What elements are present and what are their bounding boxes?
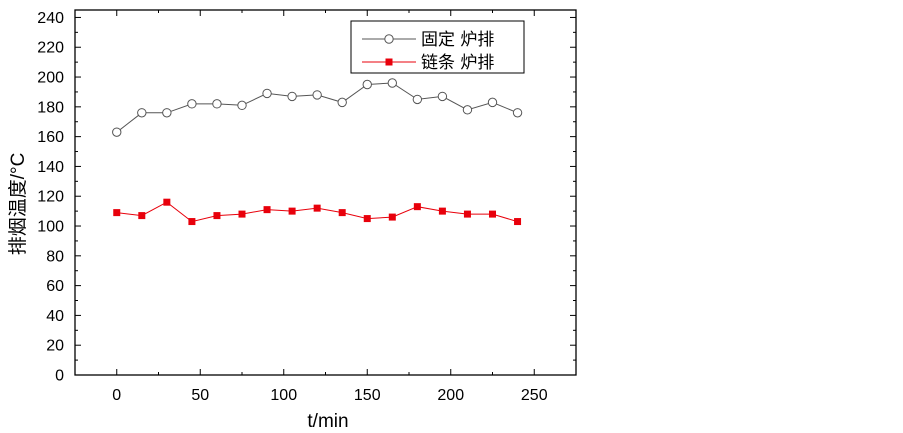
data-point-series-1 xyxy=(412,94,423,105)
y-tick-label: 80 xyxy=(46,248,64,265)
x-axis-title: t/min xyxy=(307,411,348,432)
data-point-series-2 xyxy=(413,203,421,211)
y-tick-label: 160 xyxy=(37,129,64,146)
data-point-series-2 xyxy=(514,218,522,226)
data-point-series-2 xyxy=(388,213,396,221)
y-tick-label: 220 xyxy=(37,40,64,57)
y-axis-title: 排烟温度/°C xyxy=(7,153,29,256)
y-tick-label: 0 xyxy=(55,368,64,385)
legend-marker-series-2 xyxy=(385,58,393,66)
data-point-series-2 xyxy=(188,218,196,226)
x-tick-label: 200 xyxy=(437,387,464,404)
data-point-series-1 xyxy=(262,88,272,99)
legend-marker-series-1 xyxy=(384,34,394,44)
data-point-series-1 xyxy=(112,127,122,137)
y-tick-label: 20 xyxy=(46,338,64,355)
data-point-series-1 xyxy=(337,97,347,108)
data-point-series-1 xyxy=(387,78,397,88)
data-point-series-2 xyxy=(363,215,371,223)
y-tick-label: 60 xyxy=(46,278,64,295)
data-point-series-1 xyxy=(312,90,322,100)
y-tick-label: 120 xyxy=(37,189,64,206)
data-point-series-1 xyxy=(187,99,197,109)
data-point-series-1 xyxy=(212,99,222,109)
legend-label-series-2: 链条 炉排 xyxy=(421,53,494,73)
data-point-series-2 xyxy=(438,207,446,215)
data-point-series-2 xyxy=(489,210,496,218)
data-point-series-1 xyxy=(287,91,297,102)
x-tick-label: 0 xyxy=(112,387,121,404)
y-tick-label: 240 xyxy=(37,10,64,27)
data-point-series-2 xyxy=(263,206,271,214)
y-tick-label: 40 xyxy=(46,308,64,325)
axis-ticks: 0 50 100 150 200 250 0 20 40 60 80 100 120 140 160 180 2… xyxy=(37,10,576,404)
data-point-series-2 xyxy=(463,210,471,218)
data-point-series-2 xyxy=(288,207,296,215)
x-tick-label: 100 xyxy=(270,387,297,404)
data-point-series-1 xyxy=(437,91,448,102)
data-point-series-2 xyxy=(213,212,221,220)
data-point-series-2 xyxy=(313,204,321,212)
data-point-series-1 xyxy=(487,97,498,108)
data-point-series-2 xyxy=(163,198,171,206)
y-tick-label: 200 xyxy=(37,70,64,87)
legend-box xyxy=(350,20,525,74)
y-tick-label: 180 xyxy=(37,99,64,116)
x-tick-label: 150 xyxy=(354,387,381,404)
y-tick-label: 140 xyxy=(37,159,64,176)
data-point-series-2 xyxy=(138,212,146,220)
data-point-series-1 xyxy=(137,108,147,118)
data-point-series-1 xyxy=(512,108,523,118)
data-point-series-1 xyxy=(462,105,473,115)
data-point-series-1 xyxy=(162,108,172,118)
data-point-series-2 xyxy=(338,209,346,217)
legend-label-series-1: 固定 炉排 xyxy=(421,30,494,50)
data-point-series-1 xyxy=(237,100,247,111)
x-tick-label: 250 xyxy=(521,387,548,404)
data-point-series-1 xyxy=(362,79,372,90)
data-point-series-2 xyxy=(113,209,121,217)
series-layer xyxy=(112,78,523,226)
data-point-series-2 xyxy=(238,210,246,218)
y-tick-label: 100 xyxy=(37,219,64,236)
x-tick-label: 50 xyxy=(191,387,209,404)
legend: 固定 炉排 链条 炉排 xyxy=(350,20,525,74)
